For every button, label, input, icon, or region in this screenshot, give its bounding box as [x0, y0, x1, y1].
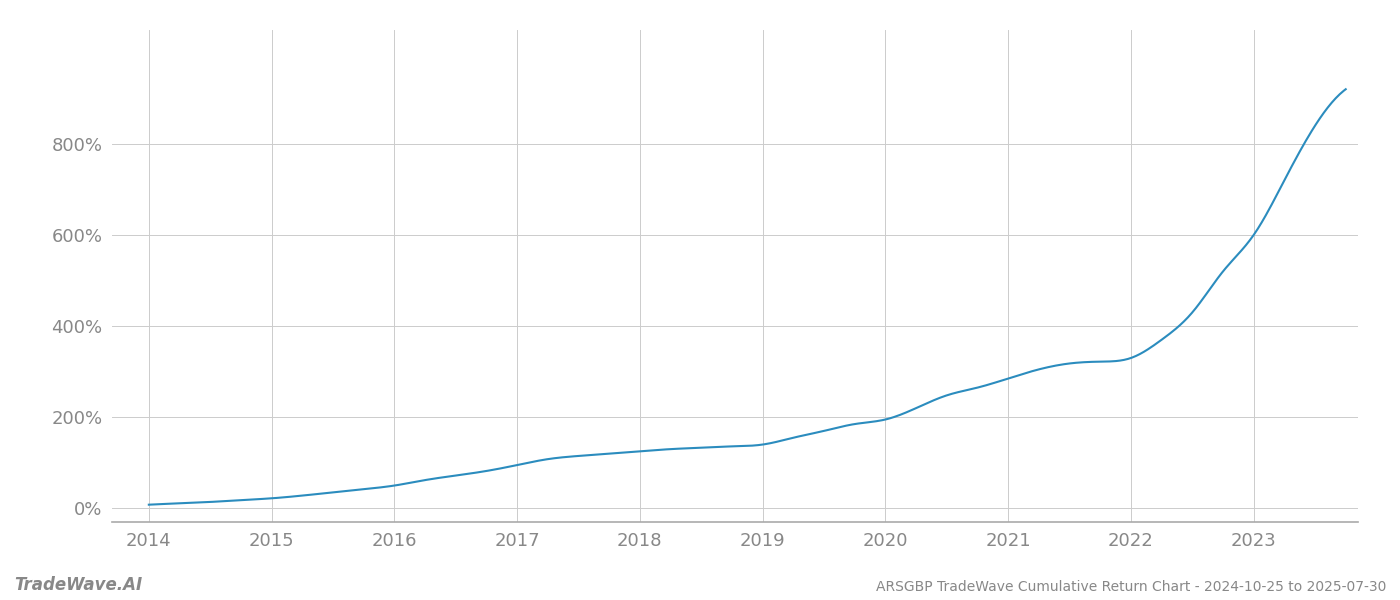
Text: TradeWave.AI: TradeWave.AI	[14, 576, 143, 594]
Text: ARSGBP TradeWave Cumulative Return Chart - 2024-10-25 to 2025-07-30: ARSGBP TradeWave Cumulative Return Chart…	[875, 580, 1386, 594]
